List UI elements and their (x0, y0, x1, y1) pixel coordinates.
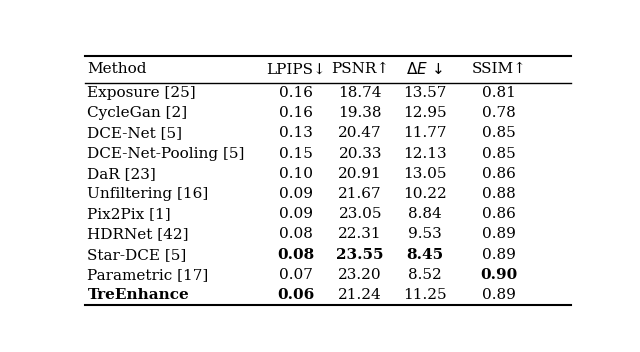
Text: SSIM↑: SSIM↑ (472, 62, 527, 76)
Text: 0.89: 0.89 (482, 248, 516, 262)
Text: 0.78: 0.78 (483, 106, 516, 120)
Text: Method: Method (88, 62, 147, 76)
Text: 0.08: 0.08 (279, 227, 313, 241)
Text: 11.25: 11.25 (403, 288, 447, 302)
Text: 0.09: 0.09 (279, 207, 313, 221)
Text: 0.08: 0.08 (277, 248, 314, 262)
Text: 19.38: 19.38 (339, 106, 382, 120)
Text: CycleGan [2]: CycleGan [2] (88, 106, 188, 120)
Text: 8.52: 8.52 (408, 268, 442, 282)
Text: 0.13: 0.13 (279, 126, 313, 140)
Text: 0.86: 0.86 (482, 207, 516, 221)
Text: 12.95: 12.95 (403, 106, 447, 120)
Text: DCE-Net-Pooling [5]: DCE-Net-Pooling [5] (88, 147, 245, 161)
Text: 0.10: 0.10 (279, 167, 313, 181)
Text: DaR [23]: DaR [23] (88, 167, 156, 181)
Text: 0.88: 0.88 (483, 187, 516, 201)
Text: LPIPS↓: LPIPS↓ (266, 62, 326, 76)
Text: 0.09: 0.09 (279, 187, 313, 201)
Text: $\Delta E\,\downarrow$: $\Delta E\,\downarrow$ (406, 61, 444, 77)
Text: Exposure [25]: Exposure [25] (88, 86, 196, 100)
Text: 0.90: 0.90 (481, 268, 518, 282)
Text: 8.84: 8.84 (408, 207, 442, 221)
Text: 0.16: 0.16 (279, 86, 313, 100)
Text: 0.85: 0.85 (483, 126, 516, 140)
Text: DCE-Net [5]: DCE-Net [5] (88, 126, 182, 140)
Text: Unfiltering [16]: Unfiltering [16] (88, 187, 209, 201)
Text: 0.89: 0.89 (482, 288, 516, 302)
Text: 13.05: 13.05 (403, 167, 447, 181)
Text: HDRNet [42]: HDRNet [42] (88, 227, 189, 241)
Text: 20.91: 20.91 (339, 167, 382, 181)
Text: 0.89: 0.89 (482, 227, 516, 241)
Text: 0.15: 0.15 (279, 147, 313, 161)
Text: 20.47: 20.47 (339, 126, 382, 140)
Text: 20.33: 20.33 (339, 147, 382, 161)
Text: 23.55: 23.55 (337, 248, 384, 262)
Text: 8.45: 8.45 (406, 248, 444, 262)
Text: 0.07: 0.07 (279, 268, 313, 282)
Text: 0.16: 0.16 (279, 106, 313, 120)
Text: 9.53: 9.53 (408, 227, 442, 241)
Text: Star-DCE [5]: Star-DCE [5] (88, 248, 187, 262)
Text: Parametric [17]: Parametric [17] (88, 268, 209, 282)
Text: 0.81: 0.81 (482, 86, 516, 100)
Text: 12.13: 12.13 (403, 147, 447, 161)
Text: 23.20: 23.20 (339, 268, 382, 282)
Text: 0.06: 0.06 (277, 288, 314, 302)
Text: PSNR↑: PSNR↑ (331, 62, 389, 76)
Text: 21.67: 21.67 (339, 187, 382, 201)
Text: 13.57: 13.57 (403, 86, 447, 100)
Text: 11.77: 11.77 (403, 126, 447, 140)
Text: 0.85: 0.85 (483, 147, 516, 161)
Text: Pix2Pix [1]: Pix2Pix [1] (88, 207, 171, 221)
Text: 18.74: 18.74 (339, 86, 382, 100)
Text: 23.05: 23.05 (339, 207, 382, 221)
Text: 0.86: 0.86 (482, 167, 516, 181)
Text: 22.31: 22.31 (339, 227, 382, 241)
Text: 10.22: 10.22 (403, 187, 447, 201)
Text: 21.24: 21.24 (339, 288, 382, 302)
Text: TreEnhance: TreEnhance (88, 288, 189, 302)
